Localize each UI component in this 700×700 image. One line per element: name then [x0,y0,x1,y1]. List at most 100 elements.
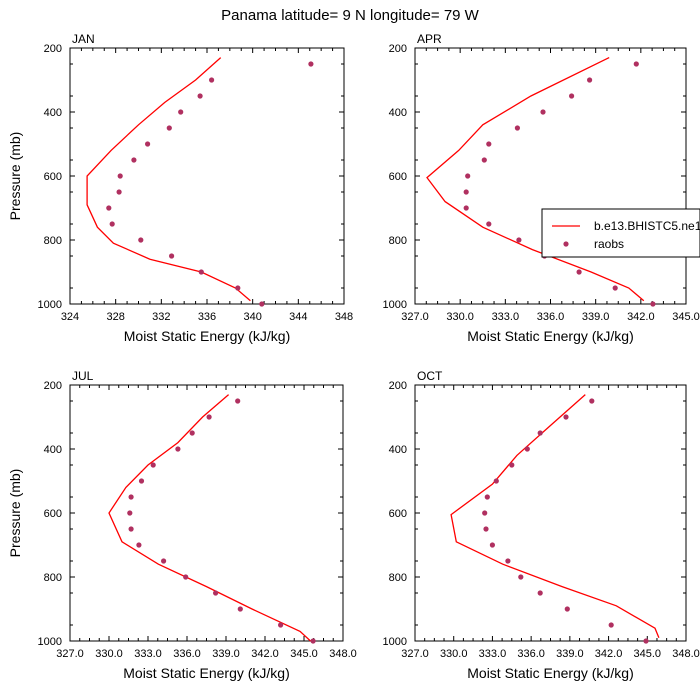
jan-raob-point [117,173,123,179]
jan-raob-point [109,221,115,227]
apr-xtick-label: 345.0 [672,311,700,323]
apr-raob-point [650,301,656,307]
jul-raob-point [127,510,133,516]
oct-raob-point [505,558,511,564]
oct-raob-point [537,430,543,436]
jul-ytick-label: 400 [44,444,62,456]
legend: b.e13.BHISTC5.ne1 raobs [541,208,700,258]
oct-model-line [450,394,660,639]
panel-jul: JUL 327.0 330.0 333.0 336.0 339.0 342.0 345.0 34… [7,369,357,681]
apr-raob-point [587,77,593,83]
apr-raob-point [576,269,582,275]
oct-raob-point [643,638,649,644]
apr-panel-title: APR [417,32,442,46]
panel-oct: OCT 327.0 330.0 333.0 336.0 339.0 342.0 345.0 34… [383,369,700,681]
jan-raob-point [197,93,203,99]
jan-raob-point [145,141,151,147]
jul-ytick-label: 800 [44,572,62,584]
jan-raob-point [169,253,175,259]
jul-x-axis-label: Moist Static Energy (kJ/kg) [123,665,290,681]
jul-raob-point [175,446,181,452]
jan-xtick-label: 344 [289,311,307,323]
oct-ytick-label: 1000 [383,636,407,648]
jul-panel-title: JUL [72,369,94,383]
oct-raob-point [493,478,499,484]
oct-raob-point [537,590,543,596]
oct-raob-point [482,510,488,516]
oct-ytick-label: 200 [389,380,407,392]
jul-raob-point [189,430,195,436]
apr-xtick-label: 327.0 [401,311,429,323]
jul-xtick-label: 330.0 [95,648,123,660]
oct-raob-point [608,622,614,628]
legend-box [541,208,700,258]
jul-xtick-label: 342.0 [251,648,279,660]
jul-raob-point [128,494,134,500]
oct-raob-point [589,398,595,404]
jul-raob-point [128,526,134,532]
jul-raob-point [183,574,189,580]
jan-raob-point [116,189,122,195]
jul-raob-point [235,398,241,404]
jan-panel-title: JAN [72,32,95,46]
legend-obs-label: raobs [594,237,624,251]
apr-raob-point [481,157,487,163]
jul-y-axis-label: Pressure (mb) [7,469,23,558]
jan-model-line [86,57,251,302]
jul-xtick-label: 333.0 [134,648,162,660]
oct-raob-point [518,574,524,580]
jul-raob-point [237,606,243,612]
jul-raob-point [310,638,316,644]
jan-y-axis-label: Pressure (mb) [7,132,23,221]
jul-xtick-label: 339.0 [212,648,240,660]
apr-raob-point [486,221,492,227]
apr-ytick-label: 600 [389,171,407,183]
jul-raob-point [136,542,142,548]
jan-xtick-label: 336 [198,311,216,323]
oct-xtick-label: 333.0 [479,648,507,660]
jan-ytick-label: 1000 [38,299,62,311]
jan-xtick-label: 332 [152,311,170,323]
apr-raob-point [514,125,521,131]
jan-raob-point [166,125,172,131]
apr-ytick-label: 400 [389,107,407,119]
jul-xtick-label: 345.0 [290,648,318,660]
oct-xtick-label: 336.0 [517,648,545,660]
oct-xtick-label: 327.0 [401,648,429,660]
jul-xtick-label: 336.0 [173,648,201,660]
apr-raob-point [465,173,471,179]
jan-raob-point [308,61,314,67]
oct-panel-title: OCT [417,369,443,383]
jan-raob-point [106,205,112,211]
apr-raob-point [612,285,618,291]
oct-raob-point [564,606,570,612]
apr-xtick-label: 342.0 [627,311,655,323]
jul-raob-point [206,414,212,420]
jan-raob-point [209,77,215,83]
apr-ytick-label: 800 [389,235,407,247]
jan-ytick-label: 200 [44,43,62,55]
oct-x-axis-label: Moist Static Energy (kJ/kg) [467,665,634,681]
jan-raob-point [259,301,265,307]
jan-raob-point [178,109,184,115]
apr-raob-point [486,141,492,147]
apr-raob-point [463,189,469,195]
apr-xtick-label: 333.0 [492,311,520,323]
oct-ytick-label: 400 [389,444,407,456]
legend-model-label: b.e13.BHISTC5.ne1 [594,219,700,233]
oct-raob-point [563,414,569,420]
apr-ytick-label: 200 [389,43,407,55]
panel-jan: JAN 324 328 332 336 340 344 348 200 400 600 800 1000… [7,32,353,344]
jul-raob-point [161,558,167,564]
oct-xtick-label: 348.0 [672,648,700,660]
jan-raob-point [198,269,204,275]
oct-xtick-label: 345.0 [634,648,662,660]
oct-xtick-label: 330.0 [440,648,468,660]
jul-plot-frame [69,384,344,642]
jul-ytick-label: 200 [44,380,62,392]
oct-plot-frame [414,384,687,642]
oct-raob-point [483,526,489,532]
jan-ytick-label: 800 [44,235,62,247]
jan-xtick-label: 328 [106,311,124,323]
